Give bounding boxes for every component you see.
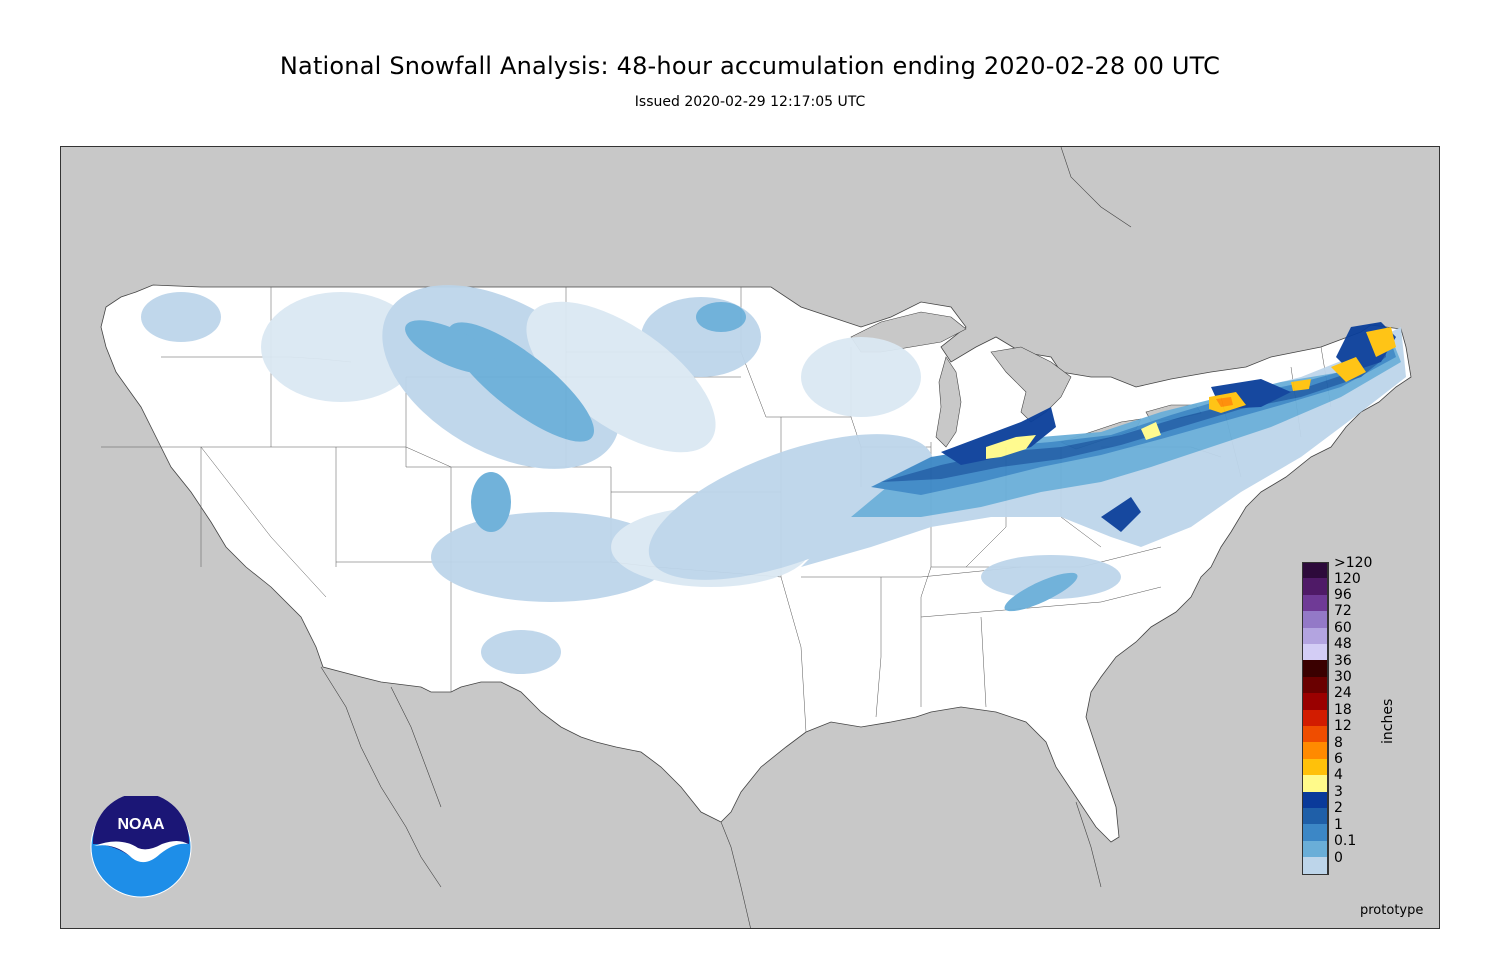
legend-label: 0.1 bbox=[1334, 833, 1357, 849]
map-title: National Snowfall Analysis: 48-hour accu… bbox=[279, 52, 1221, 80]
legend-swatch bbox=[1302, 644, 1328, 661]
noaa-logo: NOAA bbox=[90, 793, 192, 902]
legend-label: 18 bbox=[1334, 702, 1352, 718]
lake-michigan bbox=[935, 356, 962, 448]
legend-swatch bbox=[1302, 758, 1328, 776]
legend-label: 0 bbox=[1334, 850, 1343, 866]
legend-swatch bbox=[1302, 693, 1328, 710]
legend-label: 30 bbox=[1334, 669, 1352, 685]
legend-swatch bbox=[1302, 824, 1328, 841]
legend-swatch bbox=[1302, 742, 1328, 759]
legend-swatch bbox=[1302, 594, 1328, 612]
legend-swatch bbox=[1302, 709, 1328, 726]
legend-label: 36 bbox=[1334, 653, 1352, 669]
coastlines bbox=[320, 147, 1132, 928]
legend-swatch bbox=[1302, 578, 1328, 595]
legend-swatch bbox=[1302, 857, 1328, 874]
legend-swatch bbox=[1302, 660, 1328, 677]
snowfall-shading bbox=[141, 285, 1406, 674]
legend-label: 60 bbox=[1334, 620, 1352, 636]
legend-label: 8 bbox=[1334, 735, 1343, 751]
legend-swatch bbox=[1302, 627, 1328, 644]
legend-swatch bbox=[1302, 840, 1328, 858]
legend-label: 72 bbox=[1334, 603, 1352, 619]
legend-swatch bbox=[1302, 676, 1328, 694]
prototype-note: prototype bbox=[1360, 903, 1424, 918]
issued-timestamp: Issued 2020-02-29 12:17:05 UTC bbox=[634, 94, 866, 110]
legend-label: 48 bbox=[1334, 636, 1352, 652]
legend-label: 6 bbox=[1334, 751, 1343, 767]
legend-label: 1 bbox=[1334, 817, 1343, 833]
noaa-logo-text: NOAA bbox=[117, 816, 165, 833]
legend-swatch bbox=[1302, 726, 1328, 743]
map-canvas bbox=[100, 147, 1412, 928]
legend-label: 120 bbox=[1334, 571, 1361, 587]
legend-label: 12 bbox=[1334, 718, 1352, 734]
legend-label: >120 bbox=[1334, 555, 1373, 571]
snowfall-map[interactable] bbox=[60, 146, 1440, 929]
legend-label: 24 bbox=[1334, 685, 1352, 701]
legend-units-label: inches bbox=[1380, 698, 1396, 744]
legend-swatch bbox=[1302, 562, 1328, 579]
legend-label: 96 bbox=[1334, 587, 1352, 603]
legend-label: 3 bbox=[1334, 784, 1343, 800]
legend-swatch bbox=[1302, 775, 1328, 792]
legend-swatch bbox=[1302, 808, 1328, 825]
legend-label: 4 bbox=[1334, 767, 1343, 783]
legend-swatch bbox=[1302, 791, 1328, 808]
legend-label: 2 bbox=[1334, 800, 1343, 816]
legend-swatch bbox=[1302, 611, 1328, 628]
